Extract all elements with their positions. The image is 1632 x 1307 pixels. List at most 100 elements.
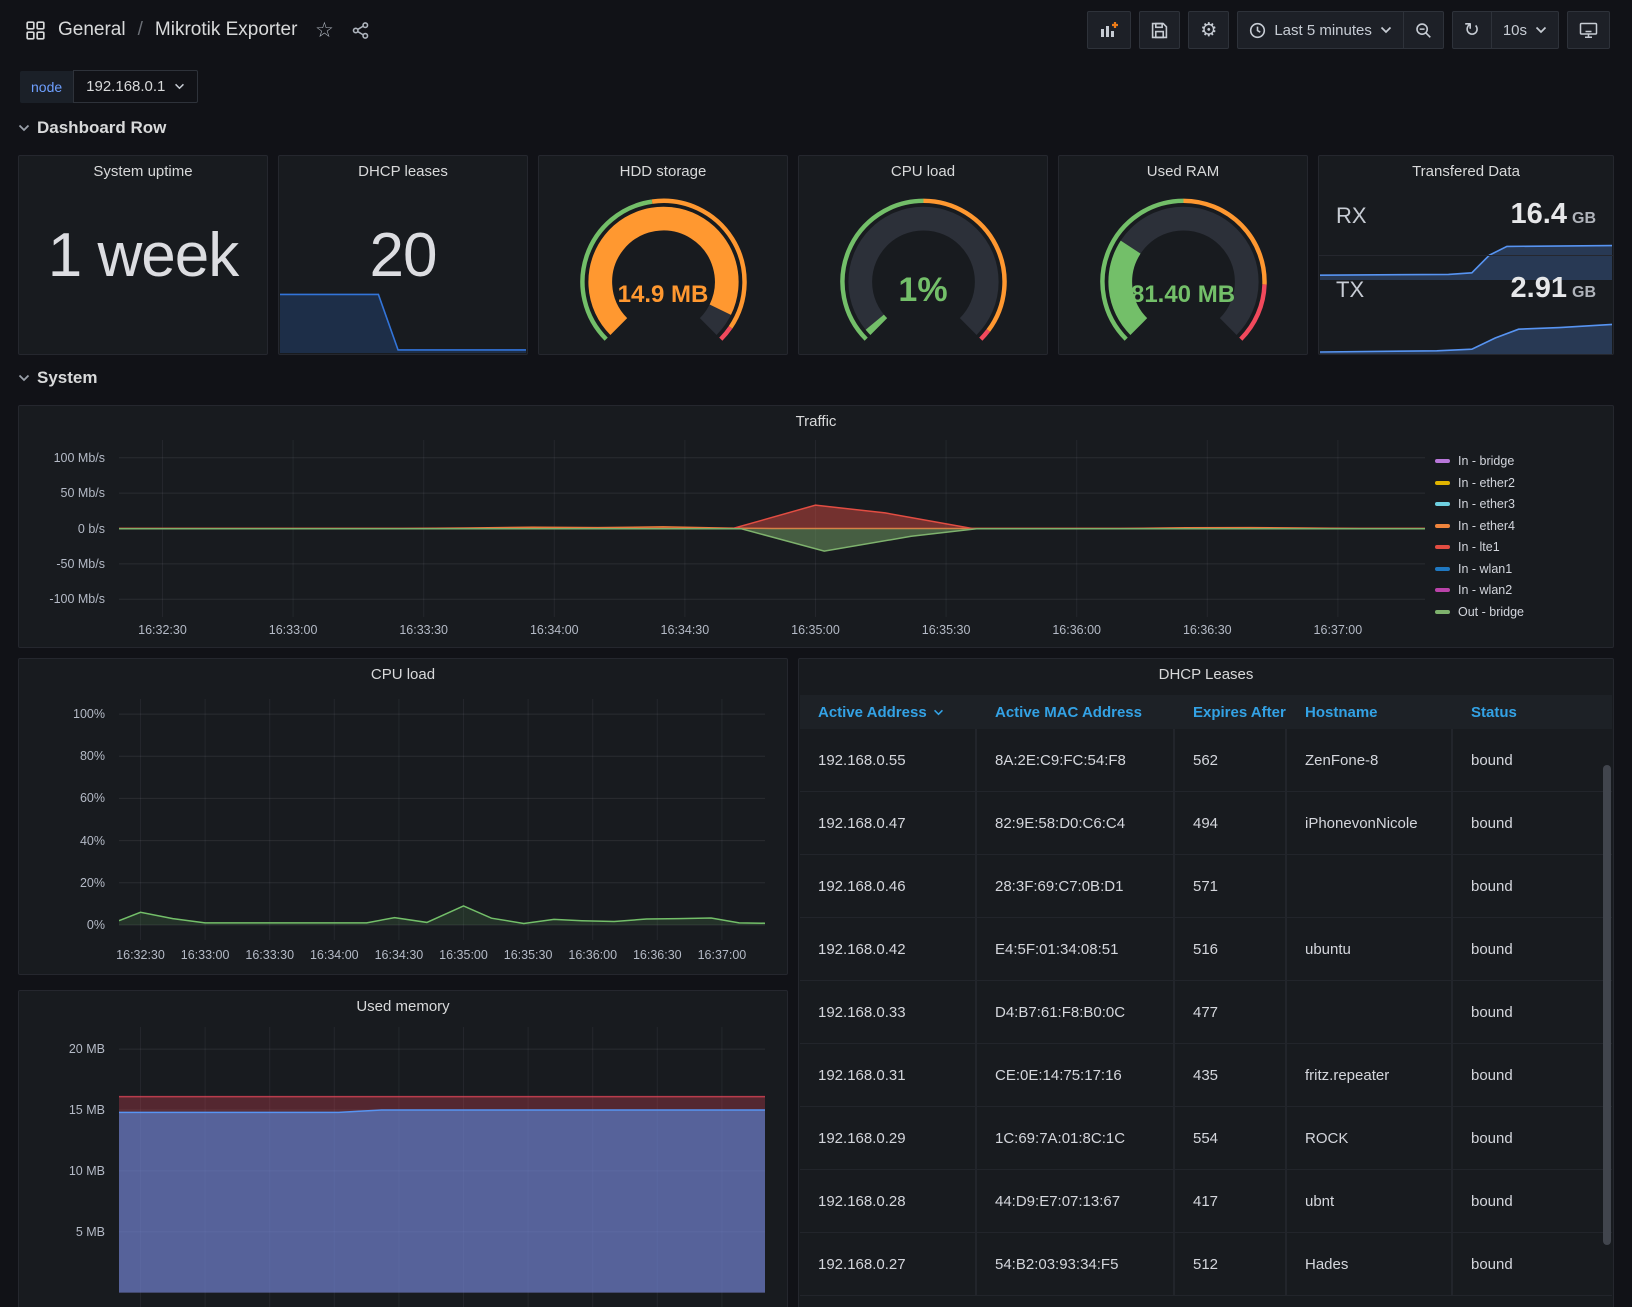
table-cell: bound (1471, 1255, 1513, 1273)
panel-title[interactable]: Traffic (795, 413, 837, 430)
panel-dhcp-leases-stat: DHCP leases 20 (278, 155, 528, 355)
transfer-rx: RX 16.4 GB (1320, 184, 1612, 280)
table-cell: 192.168.0.27 (800, 1233, 977, 1295)
table-cell: bound (1471, 1192, 1513, 1210)
legend-item[interactable]: In - ether3 (1435, 495, 1603, 513)
panel-title[interactable]: Used memory (356, 998, 450, 1015)
y-tick-label: 80% (79, 749, 105, 764)
row-title: Dashboard Row (37, 118, 167, 137)
panel-title[interactable]: Used RAM (1146, 163, 1220, 180)
table-cell: CE:0E:14:75:17:16 (977, 1044, 1175, 1106)
template-variables: node 192.168.0.1 (20, 70, 199, 103)
cycle-view-mode-button[interactable] (1567, 11, 1610, 49)
y-tick-label: 100% (73, 707, 105, 722)
column-header-status[interactable]: Status (1453, 704, 1612, 721)
rx-unit: GB (1572, 210, 1596, 227)
panel-title[interactable]: Transfered Data (1412, 163, 1520, 180)
table-cell: 554 (1175, 1107, 1287, 1169)
table-cell: 494 (1175, 792, 1287, 854)
table-scrollbar[interactable] (1603, 765, 1611, 1245)
x-tick-label: 16:37:00 (1313, 623, 1363, 637)
legend-item[interactable]: In - wlan1 (1435, 560, 1603, 578)
table-cell: bound (1471, 1129, 1513, 1147)
x-tick-label: 16:34:00 (309, 948, 359, 962)
x-tick-label: 16:33:00 (180, 948, 230, 962)
sort-chevron-down-icon (933, 709, 943, 715)
share-icon[interactable] (347, 17, 373, 43)
refresh-button[interactable]: ↻ (1451, 11, 1492, 49)
time-range-picker[interactable]: Last 5 minutes (1237, 11, 1404, 49)
table-cell: bound (1471, 1003, 1513, 1021)
table-cell: 192.168.0.42 (800, 918, 977, 980)
x-tick-label: 16:35:00 (439, 948, 488, 962)
dashboard-title[interactable]: Mikrotik Exporter (154, 19, 298, 40)
legend-item[interactable]: In - bridge (1435, 452, 1603, 470)
dashboards-grid-icon[interactable] (22, 17, 48, 43)
traffic-x-axis: 16:32:30 16:33:00 16:33:30 16:34:00 16:34:30… (119, 619, 1425, 641)
legend-item[interactable]: In - wlan2 (1435, 581, 1603, 599)
table-cell: 192.168.0.55 (800, 729, 977, 791)
table-row: 192.168.0.33 D4:B7:61:F8:B0:0C 477 bound (800, 981, 1612, 1044)
column-header-active-mac-address[interactable]: Active MAC Address (977, 704, 1175, 721)
dhcp-table-body: 192.168.0.55 8A:2E:C9:FC:54:F8 562 ZenFone-… (800, 729, 1612, 1296)
column-header-hostname[interactable]: Hostname (1287, 704, 1453, 721)
dashboard-settings-button[interactable]: ⚙ (1188, 11, 1230, 49)
table-cell: 192.168.0.31 (800, 1044, 977, 1106)
zoom-out-button[interactable] (1403, 11, 1444, 49)
table-cell: 417 (1175, 1170, 1287, 1232)
column-header-expires-after[interactable]: Expires After (1175, 704, 1287, 721)
transfer-tx: TX 2.91 GB (1320, 258, 1612, 354)
table-cell: 28:3F:69:C7:0B:D1 (977, 855, 1175, 917)
refresh-interval-picker[interactable]: 10s (1491, 11, 1559, 49)
variable-label-node: node (20, 70, 74, 103)
x-tick-label: 16:32:30 (138, 623, 187, 637)
panel-dhcp-leases-table: DHCP Leases Active Address Active MAC Add… (798, 658, 1614, 1307)
tx-sparkline (1320, 314, 1612, 354)
hdd-gauge (539, 184, 787, 354)
legend-swatch-icon (1435, 502, 1450, 506)
panel-title[interactable]: CPU load (890, 163, 956, 180)
traffic-y-axis: 100 Mb/s 50 Mb/s 0 b/s -50 Mb/s -100 Mb/s (27, 440, 115, 617)
table-row: 192.168.0.29 1C:69:7A:01:8C:1C 554 ROCK boun… (800, 1107, 1612, 1170)
memory-plot[interactable] (119, 1027, 765, 1307)
save-dashboard-button[interactable] (1139, 11, 1181, 49)
legend-label: Out - bridge (1458, 604, 1525, 619)
table-cell (1287, 855, 1453, 917)
traffic-plot[interactable] (119, 440, 1425, 617)
y-tick-label: 60% (79, 791, 105, 806)
column-header-active-address[interactable]: Active Address (800, 704, 977, 721)
row-toggle-dashboard-row[interactable]: Dashboard Row (18, 118, 166, 138)
row-toggle-system[interactable]: System (18, 368, 97, 388)
panel-title[interactable]: System uptime (93, 163, 193, 180)
table-cell: 562 (1175, 729, 1287, 791)
tx-unit: GB (1572, 284, 1596, 301)
panel-title[interactable]: CPU load (370, 666, 436, 683)
variable-node-dropdown[interactable]: 192.168.0.1 (73, 70, 199, 103)
legend-item[interactable]: In - ether2 (1435, 474, 1603, 492)
dhcp-table: Active Address Active MAC Address Expires … (800, 695, 1612, 1307)
legend-swatch-icon (1435, 566, 1450, 571)
panel-title[interactable]: DHCP leases (358, 163, 448, 180)
table-cell: 44:D9:E7:07:13:67 (977, 1170, 1175, 1232)
uptime-value: 1 week (47, 220, 239, 290)
panel-title[interactable]: DHCP Leases (1158, 666, 1254, 683)
cpu-plot[interactable] (119, 699, 765, 940)
y-tick-label: -100 Mb/s (49, 592, 105, 607)
breadcrumb-folder[interactable]: General (58, 19, 126, 40)
table-cell: 54:B2:03:93:34:F5 (977, 1233, 1175, 1295)
x-tick-label: 16:34:30 (660, 623, 710, 637)
star-icon[interactable]: ☆ (315, 18, 334, 42)
table-cell: 512 (1175, 1233, 1287, 1295)
table-cell: bound (1471, 940, 1513, 958)
legend-item[interactable]: In - lte1 (1435, 538, 1603, 556)
y-tick-label: 50 Mb/s (60, 486, 105, 501)
legend-item[interactable]: Out - bridge (1435, 603, 1603, 621)
legend-label: In - bridge (1458, 454, 1515, 468)
panel-title[interactable]: HDD storage (619, 163, 707, 180)
nav-bar: General / Mikrotik Exporter ☆ (0, 0, 1632, 60)
column-header-label: Active Address (818, 703, 927, 721)
add-panel-button[interactable] (1087, 11, 1132, 49)
legend-item[interactable]: In - ether4 (1435, 517, 1603, 535)
legend-label: In - ether2 (1458, 475, 1515, 490)
